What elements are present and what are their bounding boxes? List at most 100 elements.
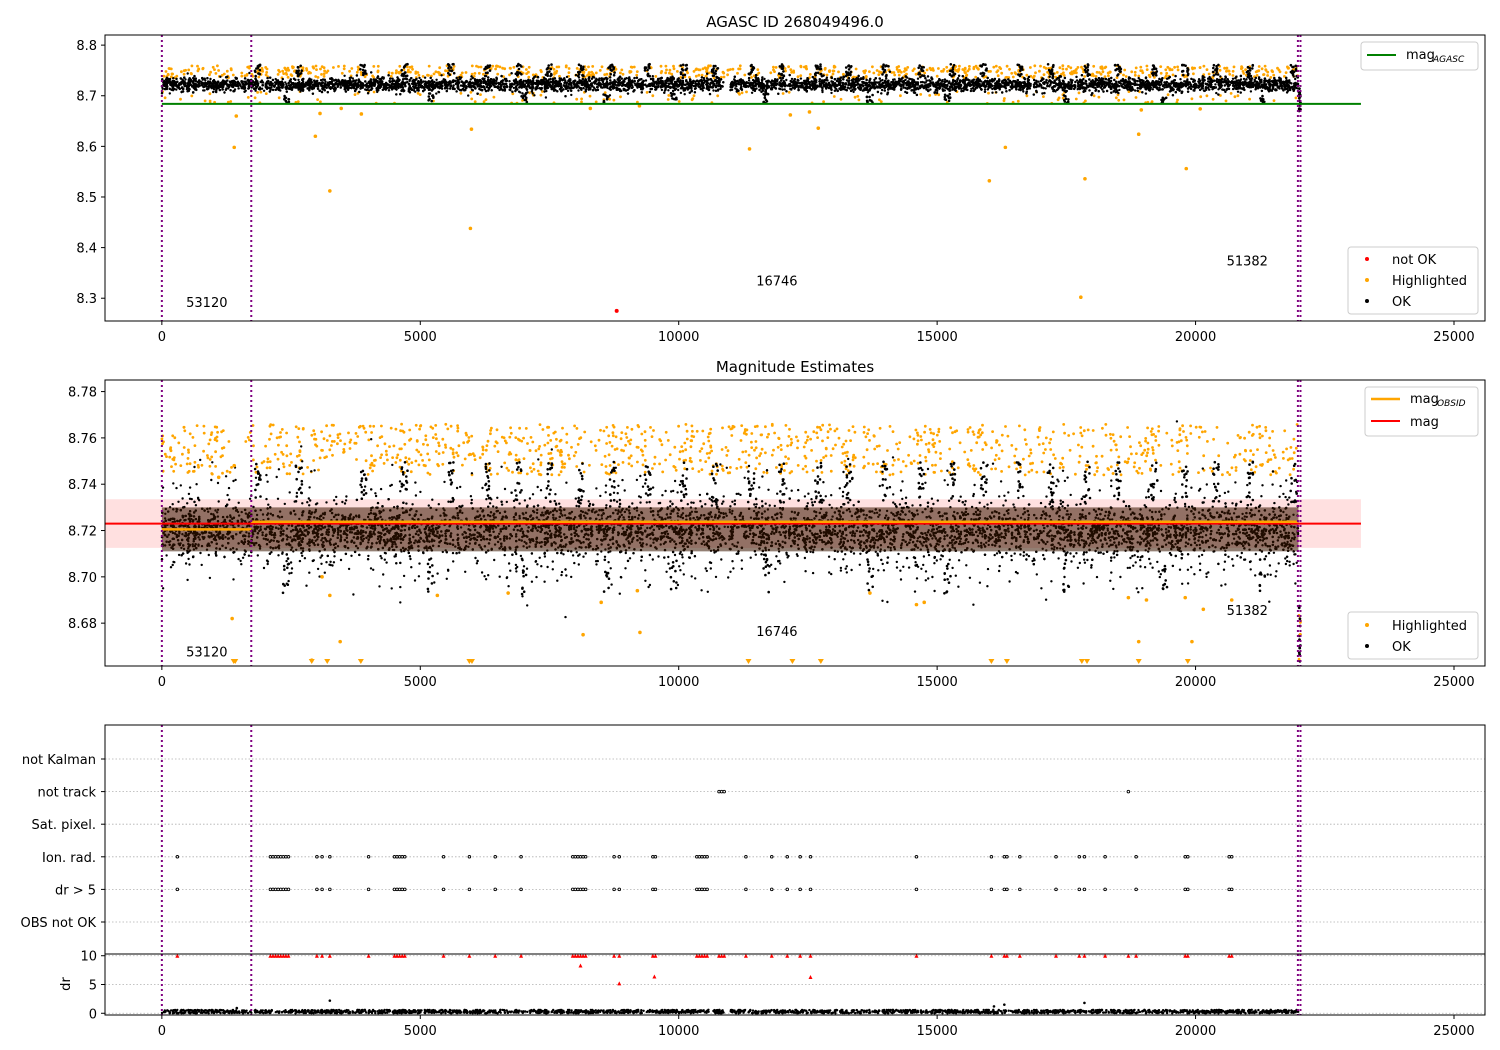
highlighted-point xyxy=(348,69,351,73)
highlighted-point xyxy=(784,69,787,73)
highlighted-point xyxy=(1272,99,1276,102)
highlighted-point xyxy=(1231,74,1235,77)
ok-point xyxy=(651,75,654,78)
highlighted-point xyxy=(878,98,881,102)
highlighted-point xyxy=(719,75,723,79)
highlighted-point xyxy=(945,65,949,69)
highlighted-point xyxy=(598,69,602,72)
highlighted-point xyxy=(231,73,235,77)
ok-point xyxy=(452,84,455,87)
highlighted-point xyxy=(796,75,800,79)
highlighted-point xyxy=(580,100,583,104)
ok-point xyxy=(667,89,670,92)
highlighted-point xyxy=(278,70,281,74)
ok-point xyxy=(705,77,709,80)
highlighted-point xyxy=(707,71,711,75)
plot-area xyxy=(160,35,1361,321)
highlighted-point xyxy=(608,97,611,101)
ok-point xyxy=(947,81,950,85)
highlighted-point xyxy=(1263,64,1267,68)
highlighted-point xyxy=(363,75,367,79)
highlighted-point xyxy=(491,64,495,68)
highlighted-point xyxy=(175,74,179,78)
highlighted-point xyxy=(418,93,422,96)
highlighted-point xyxy=(446,69,450,73)
highlighted-point xyxy=(326,69,330,73)
highlighted-point xyxy=(1092,64,1096,68)
highlighted-point xyxy=(208,73,211,77)
highlighted-point xyxy=(692,94,696,98)
highlighted-point xyxy=(1008,67,1011,71)
highlighted-point xyxy=(498,65,502,69)
highlighted-point xyxy=(387,71,391,74)
highlighted-point xyxy=(694,74,698,78)
highlighted-point xyxy=(737,67,740,71)
highlighted-point xyxy=(182,72,186,76)
ok-point xyxy=(916,77,920,80)
highlighted-point xyxy=(1224,99,1228,103)
ok-point xyxy=(262,89,266,93)
highlighted-point xyxy=(690,98,694,102)
highlighted-point xyxy=(1139,65,1143,69)
highlighted-point xyxy=(276,73,280,76)
highlighted-point xyxy=(323,69,326,73)
highlighted-point xyxy=(421,75,425,78)
ok-point xyxy=(1219,75,1222,78)
highlighted-point xyxy=(1145,64,1149,68)
highlighted-point xyxy=(914,72,918,76)
highlighted-point xyxy=(1122,98,1126,102)
highlighted-point xyxy=(857,98,861,102)
highlighted-point xyxy=(989,70,992,73)
highlighted-point xyxy=(937,93,941,97)
highlighted-point xyxy=(842,72,845,76)
highlighted-point xyxy=(170,75,173,79)
ok-point xyxy=(1217,88,1220,91)
highlighted-point xyxy=(722,75,726,79)
highlighted-point xyxy=(315,68,318,71)
highlighted-point xyxy=(667,94,671,97)
highlighted-point xyxy=(1014,72,1018,76)
highlighted-point xyxy=(1072,69,1076,73)
ok-point xyxy=(517,90,521,93)
highlighted-point xyxy=(434,70,438,74)
highlighted-point xyxy=(773,70,776,73)
highlighted-point xyxy=(899,70,903,74)
highlighted-point xyxy=(1218,68,1222,72)
highlighted-point xyxy=(955,69,959,73)
highlighted-point xyxy=(787,65,790,69)
highlighted-point xyxy=(285,73,289,76)
highlighted-point xyxy=(772,65,775,69)
highlighted-point xyxy=(208,92,212,96)
highlighted-point xyxy=(919,93,923,96)
highlighted-point xyxy=(1256,69,1259,73)
highlighted-point xyxy=(946,69,949,73)
highlighted-point xyxy=(264,73,268,77)
highlighted-point xyxy=(558,74,561,78)
highlighted-point xyxy=(541,90,544,93)
highlighted-point xyxy=(376,64,380,68)
highlighted-point xyxy=(1240,66,1244,70)
highlighted-point xyxy=(654,75,658,78)
highlighted-point xyxy=(787,90,791,94)
highlighted-point xyxy=(472,75,476,78)
ok-point xyxy=(880,88,884,92)
highlighted-point xyxy=(994,64,998,68)
highlighted-point xyxy=(296,100,300,103)
ok-point xyxy=(1144,92,1148,95)
highlighted-point xyxy=(229,67,233,70)
highlighted-point xyxy=(322,75,326,78)
highlighted-point xyxy=(1069,66,1073,70)
highlighted-point xyxy=(668,68,672,72)
highlighted-point xyxy=(977,67,980,71)
highlighted-point xyxy=(1165,71,1169,75)
ok-point xyxy=(469,78,472,81)
highlighted-point xyxy=(594,71,598,75)
ok-point xyxy=(531,88,534,91)
highlighted-point xyxy=(902,70,906,73)
highlighted-point xyxy=(769,71,773,75)
highlighted-point xyxy=(220,73,224,77)
highlighted-point xyxy=(390,71,394,75)
highlighted-point xyxy=(925,68,929,72)
highlighted-point xyxy=(452,65,456,68)
highlighted-point xyxy=(1163,76,1167,80)
